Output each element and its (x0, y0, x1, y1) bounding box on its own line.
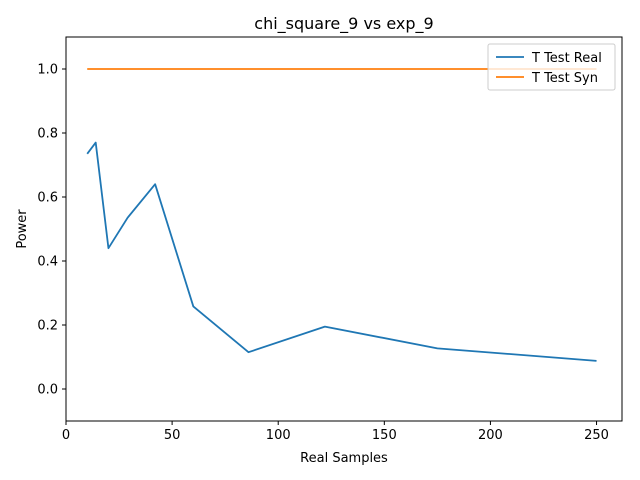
y-tick-label: 0.2 (37, 319, 58, 334)
legend-box (487, 43, 616, 91)
y-axis-ticks: 0.0 0.2 0.4 0.6 0.8 1.0 (37, 63, 66, 398)
x-tick-label: 50 (164, 428, 181, 443)
x-tick-label: 150 (372, 428, 397, 443)
y-tick-label: 0.0 (37, 383, 58, 398)
y-tick-label: 0.8 (37, 127, 58, 142)
y-tick-label: 0.6 (37, 191, 58, 206)
legend: T Test Real T Test Syn (487, 43, 616, 91)
y-tick-label: 0.4 (37, 255, 58, 270)
x-axis-ticks: 0 50 100 150 200 250 (62, 421, 609, 443)
x-tick-label: 200 (478, 428, 503, 443)
axes-frame (65, 36, 623, 422)
plot-lines (86, 68, 597, 362)
x-tick-label: 250 (584, 428, 609, 443)
series-line-t-test-real (86, 141, 597, 362)
chart-title: chi_square_9 vs exp_9 (254, 14, 433, 34)
x-tick-label: 0 (62, 428, 70, 443)
legend-label-t-test-real: T Test Real (531, 51, 602, 66)
x-tick-label: 100 (266, 428, 291, 443)
x-axis-title: Real Samples (300, 451, 388, 466)
y-axis-title: Power (15, 209, 30, 249)
legend-label-t-test-syn: T Test Syn (531, 71, 598, 86)
y-tick-label: 1.0 (37, 63, 58, 78)
